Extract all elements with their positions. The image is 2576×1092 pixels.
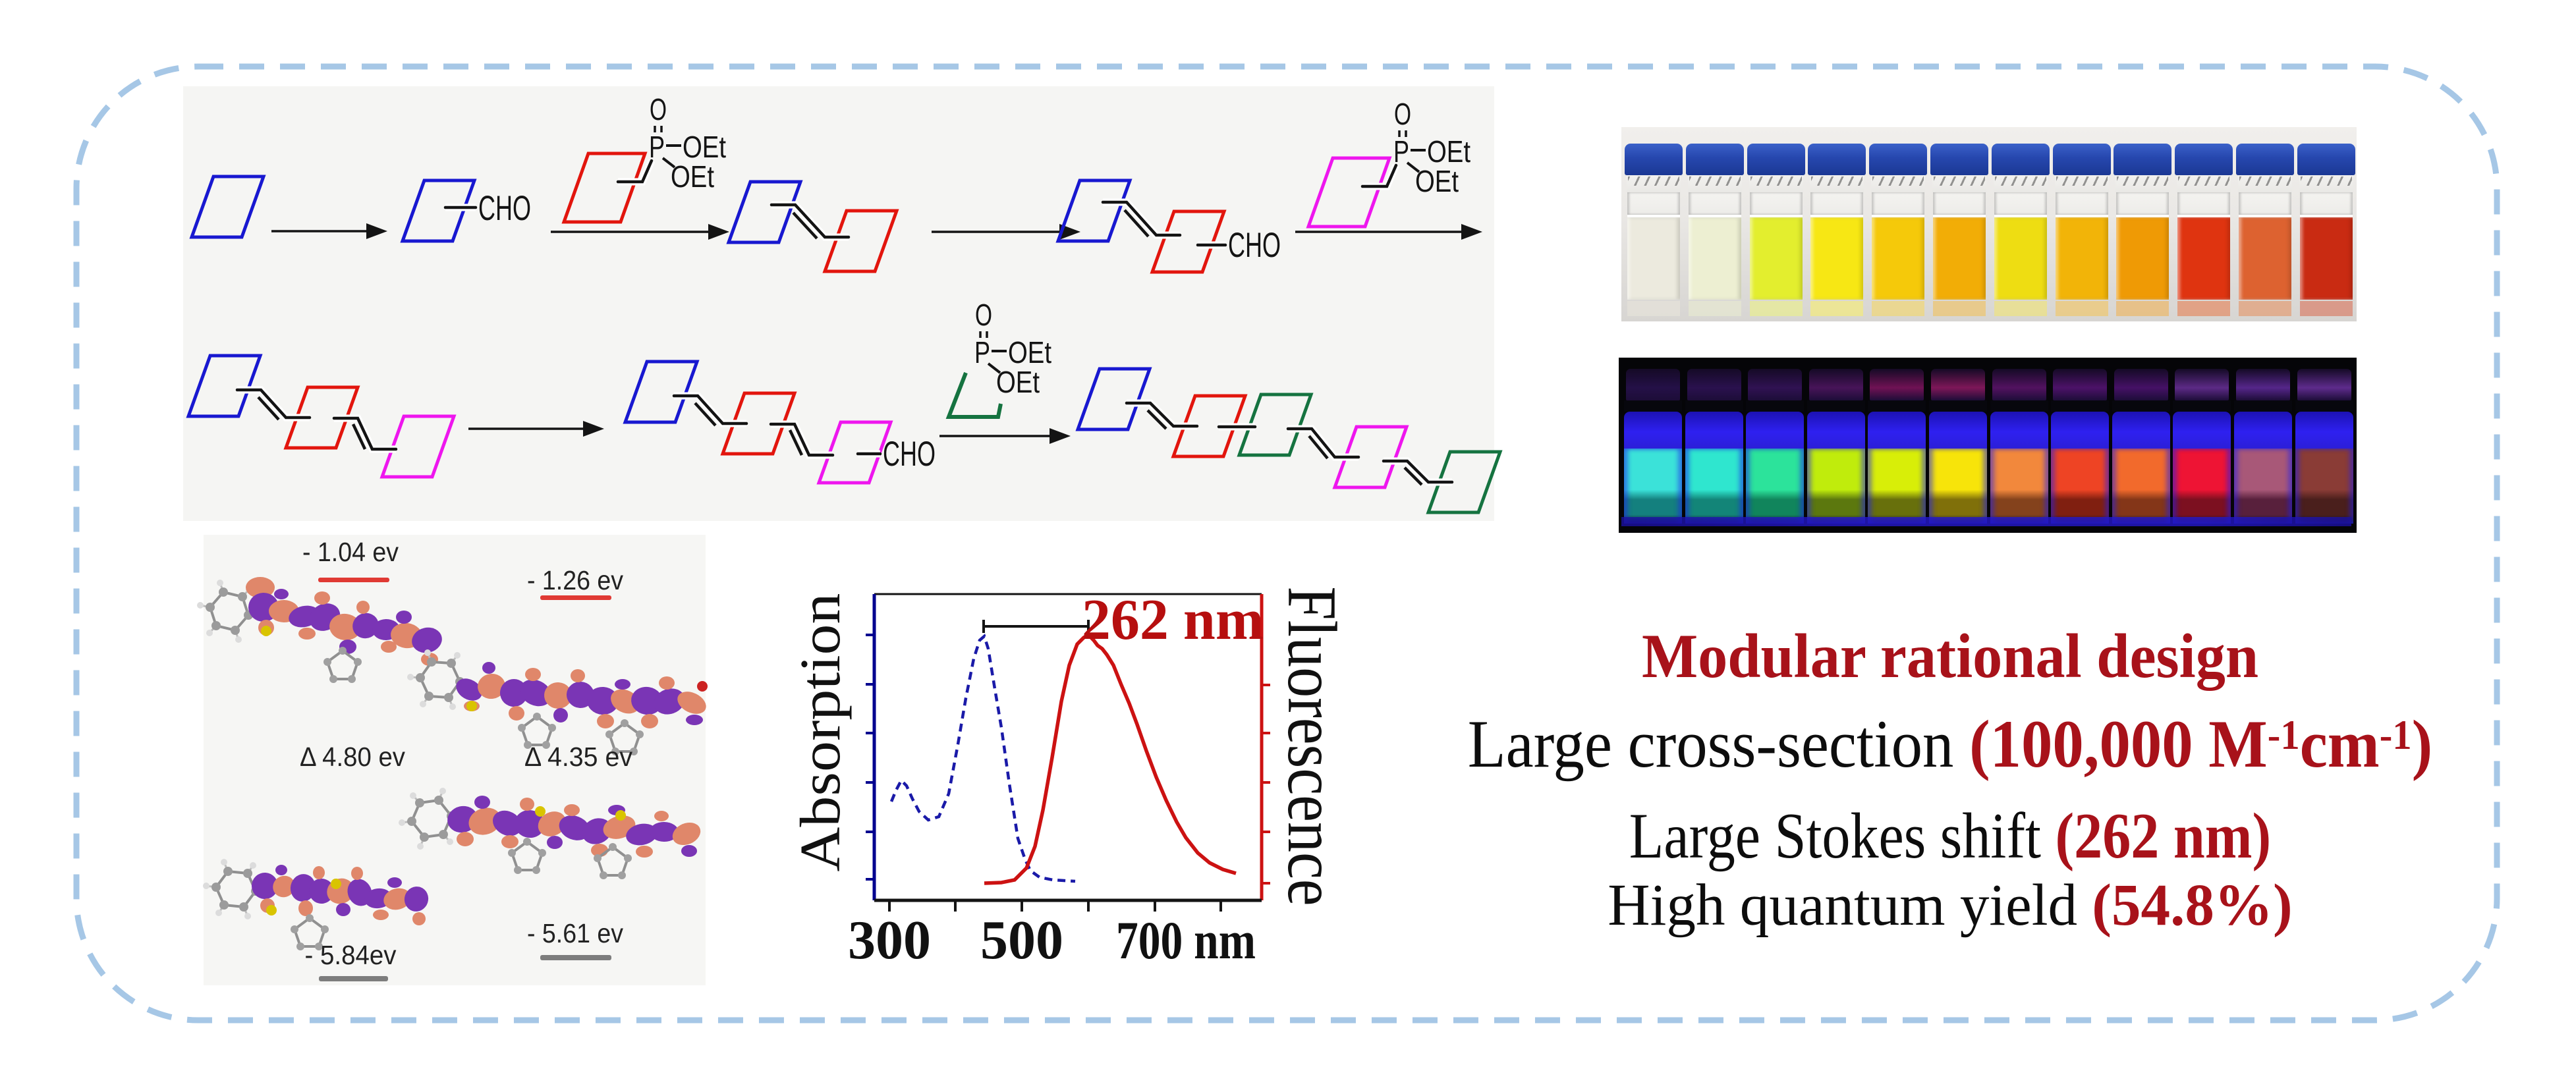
svg-text:O: O [975, 298, 992, 332]
svg-text:OEt: OEt [996, 365, 1040, 399]
svg-text:OEt: OEt [1415, 164, 1459, 198]
svg-text:O: O [650, 92, 667, 126]
svg-text:700 nm: 700 nm [1116, 910, 1256, 970]
svg-text:CHO: CHO [478, 189, 531, 228]
svg-text:P: P [1393, 134, 1409, 169]
svg-text:- 5.84ev: - 5.84ev [305, 940, 397, 970]
svg-text:500: 500 [980, 910, 1063, 971]
svg-text:P: P [974, 335, 990, 369]
svg-text:CHO: CHO [883, 435, 936, 474]
svg-text:P: P [649, 130, 665, 164]
svg-text:- 5.61 ev: - 5.61 ev [527, 918, 623, 948]
svg-text:OEt: OEt [1427, 134, 1470, 169]
svg-text:Fluorescence: Fluorescence [1274, 586, 1350, 906]
svg-text:- 1.26 ev: - 1.26 ev [527, 565, 623, 595]
svg-text:OEt: OEt [671, 159, 714, 194]
svg-text:O: O [1394, 97, 1411, 131]
svg-text:- 1.04 ev: - 1.04 ev [302, 537, 399, 567]
svg-text:OEt: OEt [683, 130, 726, 164]
svg-text:CHO: CHO [1228, 226, 1281, 265]
svg-text:300: 300 [848, 910, 931, 971]
svg-text:262 nm: 262 nm [1082, 588, 1264, 652]
svg-text:Absorption: Absorption [789, 593, 852, 872]
svg-text:Δ 4.35 ev: Δ 4.35 ev [524, 742, 632, 772]
svg-text:OEt: OEt [1008, 335, 1051, 369]
svg-text:Δ 4.80 ev: Δ 4.80 ev [300, 742, 405, 772]
